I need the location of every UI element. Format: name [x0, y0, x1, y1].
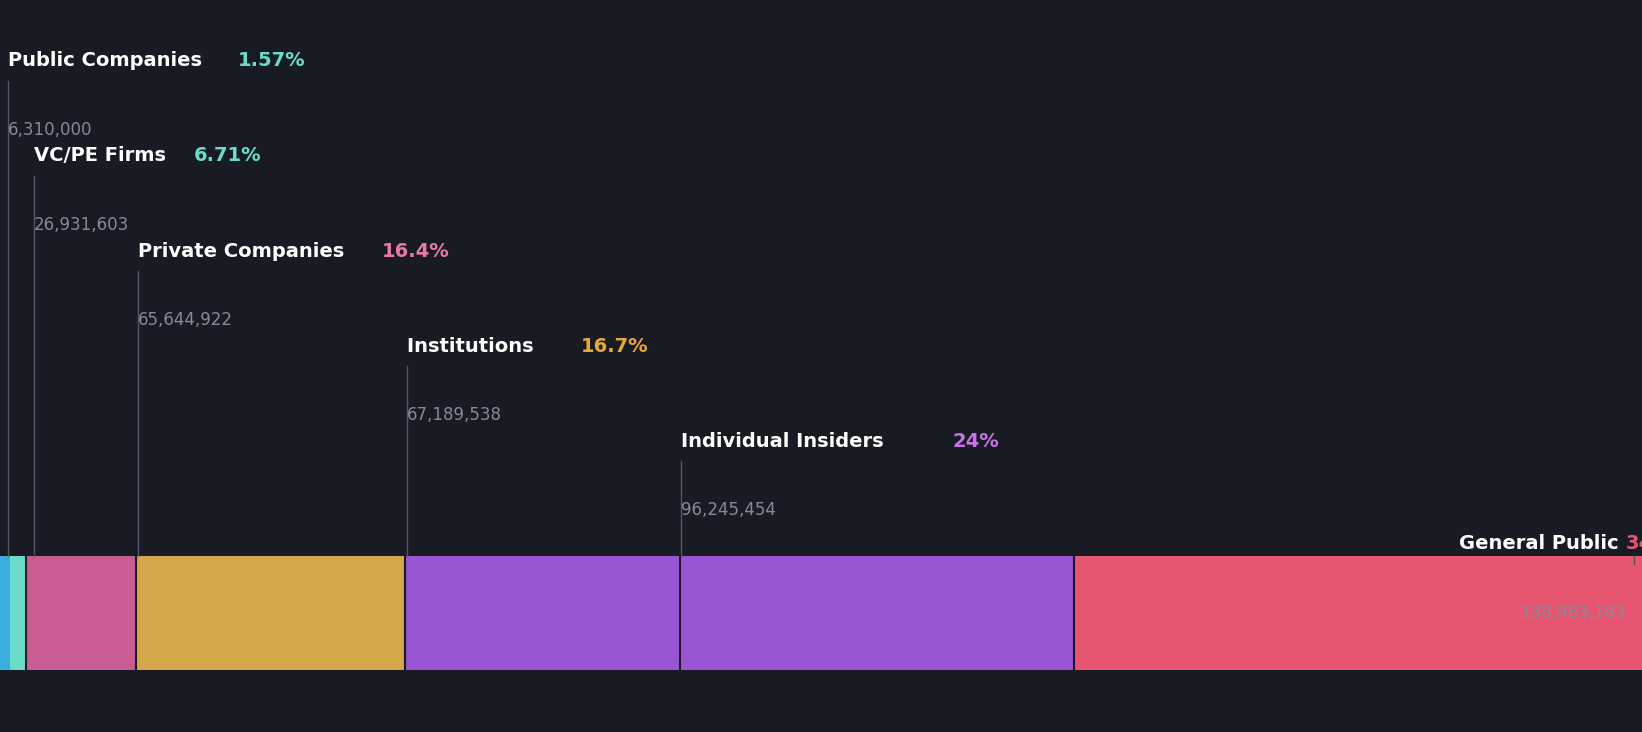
- Text: Private Companies: Private Companies: [138, 242, 351, 261]
- Text: Institutions: Institutions: [407, 337, 540, 356]
- Bar: [26, 556, 136, 670]
- Text: 67,189,538: 67,189,538: [407, 406, 502, 425]
- Bar: [1074, 556, 1642, 670]
- Text: 65,644,922: 65,644,922: [138, 311, 233, 329]
- Text: Public Companies: Public Companies: [8, 51, 209, 70]
- Bar: [0, 556, 10, 670]
- Text: 6,310,000: 6,310,000: [8, 121, 92, 139]
- Bar: [680, 556, 1074, 670]
- Text: 34.6%: 34.6%: [1626, 534, 1642, 553]
- Text: 1.57%: 1.57%: [238, 51, 305, 70]
- Text: General Public: General Public: [1460, 534, 1626, 553]
- Text: 138,983,183: 138,983,183: [1520, 604, 1626, 622]
- Text: VC/PE Firms: VC/PE Firms: [34, 146, 172, 165]
- Text: 24%: 24%: [952, 432, 1000, 451]
- Bar: [0, 556, 26, 670]
- Text: 16.4%: 16.4%: [381, 242, 450, 261]
- Bar: [136, 556, 406, 670]
- Bar: [406, 556, 680, 670]
- Text: 16.7%: 16.7%: [581, 337, 649, 356]
- Text: 6.71%: 6.71%: [194, 146, 261, 165]
- Text: 26,931,603: 26,931,603: [34, 216, 130, 234]
- Text: 96,245,454: 96,245,454: [681, 501, 777, 520]
- Text: Individual Insiders: Individual Insiders: [681, 432, 890, 451]
